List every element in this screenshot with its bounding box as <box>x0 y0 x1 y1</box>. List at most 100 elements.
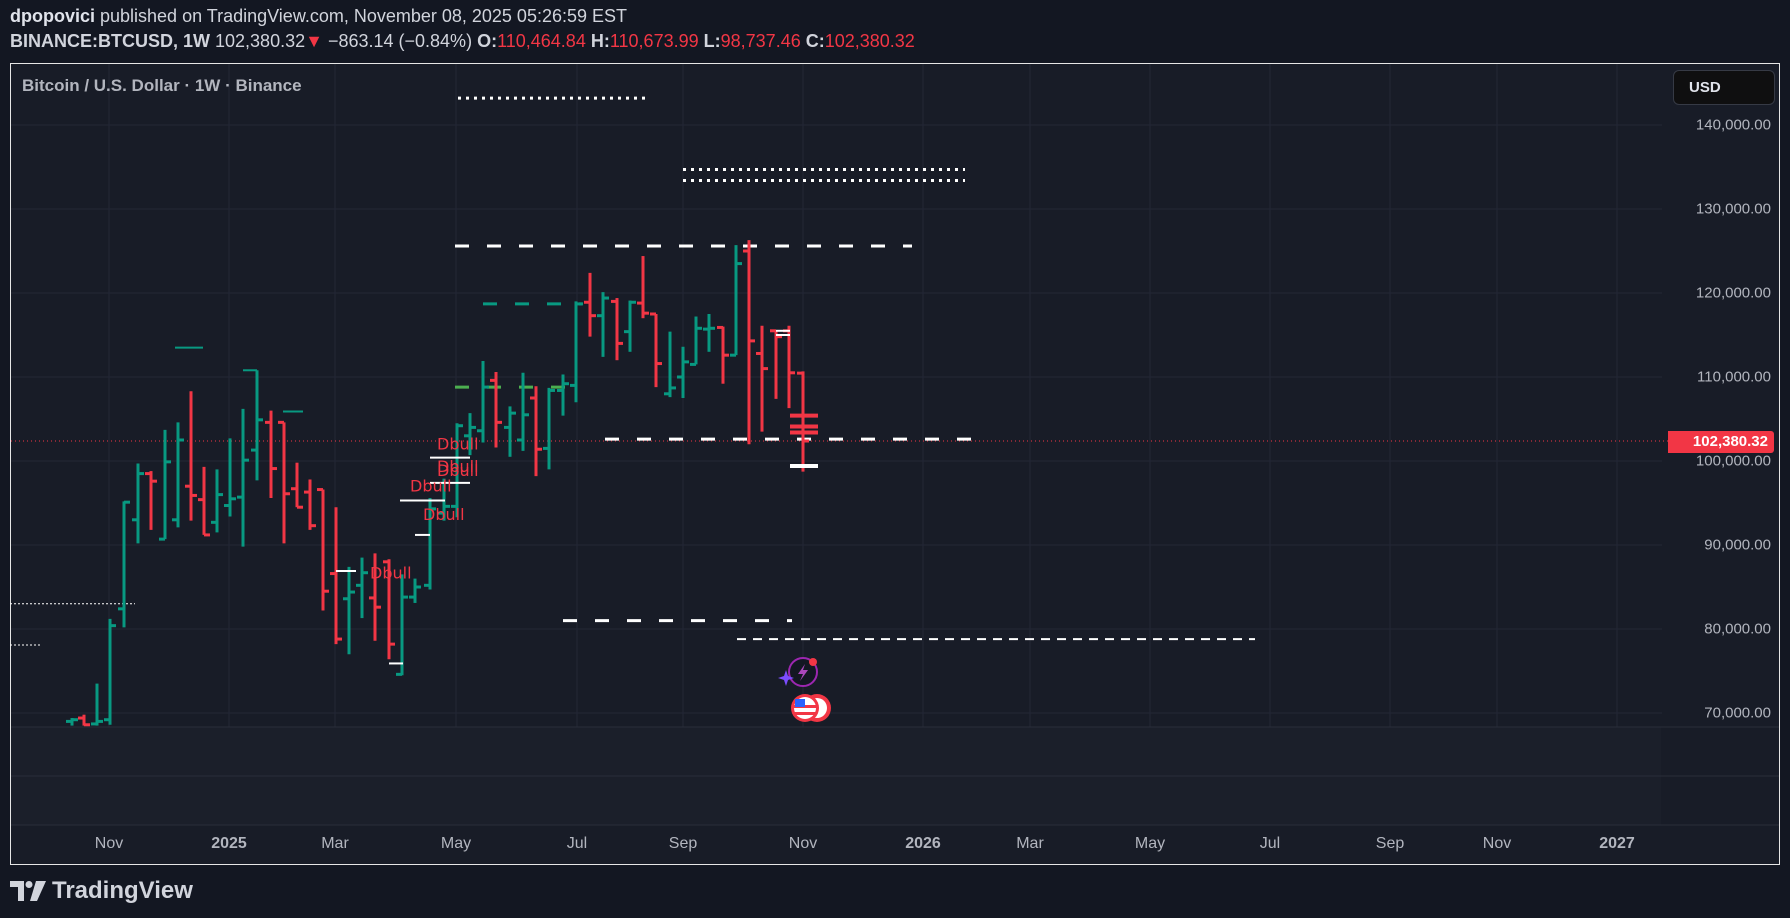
ohlc-bar <box>198 466 210 537</box>
ohlc-bar <box>185 391 197 521</box>
ohlc-bar <box>317 488 329 611</box>
ohlc-bar <box>291 462 303 509</box>
ohlc-bar <box>797 371 809 472</box>
logo-text: TradingView <box>52 877 193 904</box>
ohlc-bar <box>517 372 529 451</box>
publish-info: dpopovici published on TradingView.com, … <box>10 6 627 27</box>
horizontal-levels <box>10 96 1255 646</box>
dbull-label: Dbull <box>437 434 479 453</box>
time-axis-label: May <box>1134 835 1166 852</box>
time-axis-label: Nov <box>1482 835 1512 852</box>
tradingview-logo[interactable]: TradingView <box>10 877 193 905</box>
symbol-name: BINANCE:BTCUSD, 1W <box>10 31 210 51</box>
down-arrow-icon: ▼ <box>305 31 323 51</box>
ohlc-bar <box>91 683 103 726</box>
ohlc-bar <box>237 408 249 547</box>
ohlc-bar <box>78 714 90 727</box>
us-flag-economic-event-icon[interactable] <box>791 694 831 722</box>
low-label: L: <box>703 31 721 51</box>
ohlc-bar <box>637 256 649 319</box>
ohlc-bar <box>597 292 609 357</box>
ohlc-bar <box>396 574 408 676</box>
ohlc-bar <box>132 463 144 544</box>
price-change: −863.14 (−0.84%) <box>327 31 473 51</box>
currency-button[interactable]: USD <box>1673 70 1775 105</box>
dbull-label: Dbull <box>437 461 479 480</box>
open-value: 110,464.84 <box>497 31 586 51</box>
ohlc-bar <box>543 387 555 470</box>
last-price: 102,380.32 <box>215 31 306 51</box>
close-label: C: <box>805 31 825 51</box>
time-axis-label: 2027 <box>1599 835 1635 852</box>
close-value: 102,380.32 <box>824 31 915 51</box>
price-axis-label: 70,000.00 <box>1704 704 1771 722</box>
ohlc-bars <box>66 240 818 727</box>
tradingview-logo-icon <box>10 881 46 901</box>
ohlc-bar <box>756 325 768 432</box>
price-axis-label: 80,000.00 <box>1704 620 1771 638</box>
ohlc-bar <box>118 500 130 628</box>
ohlc-bar <box>477 361 489 443</box>
ohlc-bar <box>611 298 623 361</box>
high-label: H: <box>590 31 610 51</box>
ohlc-bar <box>783 325 795 409</box>
author-name[interactable]: dpopovici <box>10 6 95 26</box>
ohlc-bar <box>664 331 676 398</box>
ohlc-bar <box>66 718 78 726</box>
ohlc-bar <box>356 557 368 619</box>
price-axis-label: 110,000.00 <box>1697 368 1771 386</box>
price-axis-label: 90,000.00 <box>1704 536 1771 554</box>
ohlc-bar <box>504 406 516 457</box>
ohlc-bar <box>730 245 742 357</box>
ohlc-bar <box>677 346 689 398</box>
ohlc-bar <box>278 420 290 544</box>
ohlc-bar <box>265 410 277 498</box>
ohlc-bar <box>369 553 381 641</box>
ohlc-bar <box>717 325 729 384</box>
ohlc-bar <box>224 438 236 517</box>
ohlc-bar <box>343 566 355 655</box>
open-label: O: <box>477 31 498 51</box>
ohlc-bar <box>145 471 157 530</box>
last-price-tag: 102,380.32 <box>1668 431 1774 453</box>
ohlc-bar <box>743 240 755 445</box>
time-axis-label: Sep <box>668 835 698 852</box>
ohlc-bar <box>172 422 184 528</box>
ohlc-bar <box>330 507 342 645</box>
ohlc-bar <box>690 316 702 366</box>
chart-title: Bitcoin / U.S. Dollar · 1W · Binance <box>22 76 302 95</box>
ohlc-bar <box>451 423 463 518</box>
ohlc-bar <box>557 374 569 416</box>
ohlc-bar <box>530 386 542 477</box>
low-value: 98,737.46 <box>720 31 801 51</box>
ohlc-bar <box>464 413 476 456</box>
dbull-label: Dbull <box>423 505 465 524</box>
ohlc-bar <box>409 578 421 603</box>
symbol-info-line: BINANCE:BTCUSD, 1W 102,380.32▼ −863.14 (… <box>10 31 915 52</box>
ohlc-bar <box>770 329 782 399</box>
time-axis-label: May <box>440 835 472 852</box>
price-axis-label: 140,000.00 <box>1695 116 1771 134</box>
time-axis-label: Nov <box>788 835 818 852</box>
price-axis-label: 100,000.00 <box>1695 452 1771 470</box>
price-axis-label: 130,000.00 <box>1695 200 1771 218</box>
ohlc-bar <box>251 370 263 481</box>
ohlc-bar <box>584 272 596 337</box>
time-axis-label: 2025 <box>211 835 247 852</box>
ohlc-bar <box>570 301 582 403</box>
ohlc-bar <box>211 469 223 533</box>
lightning-news-icon[interactable] <box>778 657 818 687</box>
time-axis-label: Jul <box>1259 835 1281 852</box>
ohlc-bar <box>424 497 436 590</box>
ohlc-bar <box>490 371 502 448</box>
time-axis-label: Mar <box>321 835 349 852</box>
published-text: published on TradingView.com, November 0… <box>95 6 628 26</box>
time-axis-label: Nov <box>94 835 124 852</box>
time-axis-label: Jul <box>566 835 588 852</box>
time-axis-label: 2026 <box>905 835 941 852</box>
ohlc-bar <box>304 479 316 530</box>
time-axis-label: Sep <box>1375 835 1405 852</box>
dbull-label: Dbull <box>370 564 412 583</box>
